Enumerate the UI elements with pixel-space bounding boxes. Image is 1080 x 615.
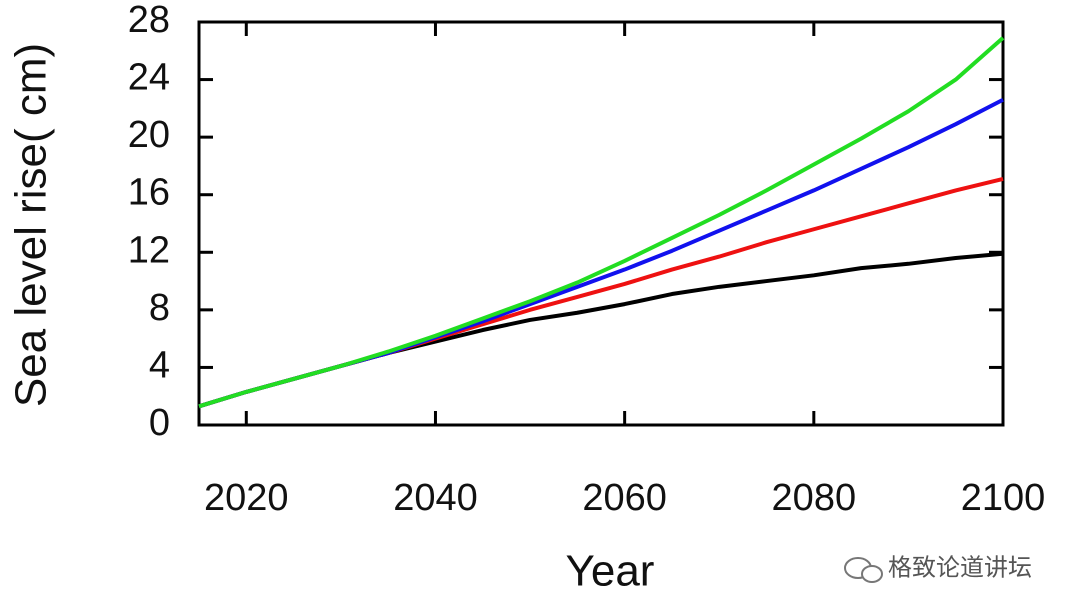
x-tick-label: 2100 — [961, 477, 1046, 519]
y-tick-label: 24 — [128, 57, 170, 99]
y-tick-label: 12 — [128, 229, 170, 271]
plot-frame — [197, 20, 1005, 427]
y-tick-label: 0 — [149, 402, 170, 444]
watermark-icon — [844, 557, 883, 583]
x-tick-label: 2060 — [582, 477, 667, 519]
x-tick-label: 2040 — [393, 477, 478, 519]
y-tick-label: 8 — [149, 287, 170, 329]
y-axis-title: Sea level rise( cm) — [7, 43, 56, 407]
x-tick-label: 2020 — [204, 477, 289, 519]
line-series — [198, 97, 1004, 409]
y-tick-label: 28 — [128, 0, 170, 41]
watermark: 格致论道讲坛 — [888, 554, 1032, 581]
x-axis-title: Year — [566, 547, 655, 596]
line-series — [198, 36, 1005, 409]
y-tick-label: 16 — [128, 172, 170, 214]
y-tick-label: 20 — [128, 114, 170, 156]
y-tick-label: 4 — [149, 344, 170, 386]
x-tick-label: 2080 — [772, 477, 857, 519]
